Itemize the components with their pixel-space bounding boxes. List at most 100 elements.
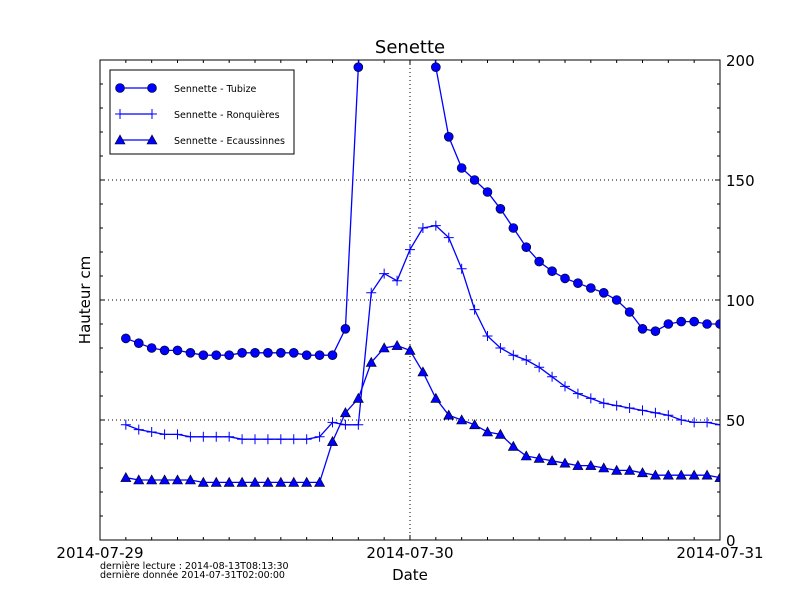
data-point [586,283,596,293]
data-point [211,350,222,361]
data-point [236,476,248,487]
data-point [547,371,558,382]
data-point [689,316,699,327]
data-point [353,62,364,72]
data-point [585,393,596,404]
data-point [469,304,480,315]
y-tick-label: 0 [726,532,736,550]
data-point [533,452,545,463]
data-point [224,350,234,361]
data-point [715,419,720,430]
data-point [262,476,274,487]
data-point [146,474,158,485]
data-point [249,476,261,487]
data-point [469,419,481,430]
data-point [495,343,506,353]
data-point [392,275,403,286]
data-point [624,307,635,317]
data-point [560,273,570,284]
data-point [237,434,248,445]
data-point [301,350,312,361]
data-point [417,223,428,233]
data-point [573,278,583,289]
series-group [120,60,720,487]
data-point [185,347,196,358]
data-point [456,163,467,173]
data-point [649,469,661,480]
data-point [133,474,145,485]
x-tick-label: 2014-07-29 [56,544,143,562]
data-point [701,469,713,480]
data-point [314,476,326,487]
tick-labels: 0 50 100 150 200 2014-07-29 2014-07-30 2014-07-… [56,52,763,562]
data-point [675,469,687,480]
data-point [353,419,364,430]
data-point [339,407,351,418]
data-point [443,409,455,420]
data-point [198,350,209,361]
legend-marker-triangle [114,134,126,145]
data-point [507,440,519,451]
data-point [494,428,506,439]
data-point [508,350,519,361]
series-line [125,344,720,484]
data-point [534,256,544,267]
data-point [572,459,584,470]
data-point [301,476,313,487]
data-point [456,414,468,425]
data-point [637,405,648,416]
plot-frame [99,59,721,541]
data-point [288,347,299,358]
data-point [456,263,467,274]
data-point [171,474,184,485]
data-point [663,410,674,421]
data-point [546,455,558,466]
legend-marker-triangle [146,134,158,145]
data-point [327,417,338,428]
data-point [469,175,480,185]
data-point [379,268,390,279]
data-point [197,476,209,487]
data-point [650,407,661,418]
legend-label: Sennette - Tubize [174,84,257,95]
data-point [689,417,700,428]
legend-marker-plus [115,109,125,119]
data-point [611,400,622,411]
y-tick-label: 200 [726,52,755,70]
data-point [637,323,648,334]
data-point [276,347,286,358]
data-point [223,476,235,487]
x-tick-label: 2014-07-31 [676,544,763,562]
data-point [676,316,687,327]
data-point [340,323,351,334]
data-point [715,319,720,329]
last-data-note: dernière donnée 2014-07-31T02:00:00 [100,570,285,581]
y-tick-label: 100 [726,292,755,310]
data-point [611,295,622,305]
data-point [662,469,674,480]
data-point [585,459,597,470]
data-point [301,434,312,445]
data-point [611,464,623,475]
data-point [520,450,532,461]
y-tick-label: 50 [726,412,745,430]
data-point [404,344,416,355]
legend-label: Sennette - Ecaussinnes [174,136,285,147]
data-point [624,403,635,413]
data-point [559,457,571,468]
data-point [340,419,351,430]
data-point [352,392,364,403]
data-point [366,287,377,298]
data-point [172,345,183,356]
chart-title: Senette [375,37,445,58]
data-point [624,464,636,475]
data-point [146,427,157,437]
data-point [534,362,545,373]
data-point [250,347,260,358]
data-point [288,476,300,487]
data-point [314,350,325,361]
data-point [572,388,583,399]
data-point [146,343,157,353]
series-plus [120,220,720,445]
data-point [210,476,222,487]
